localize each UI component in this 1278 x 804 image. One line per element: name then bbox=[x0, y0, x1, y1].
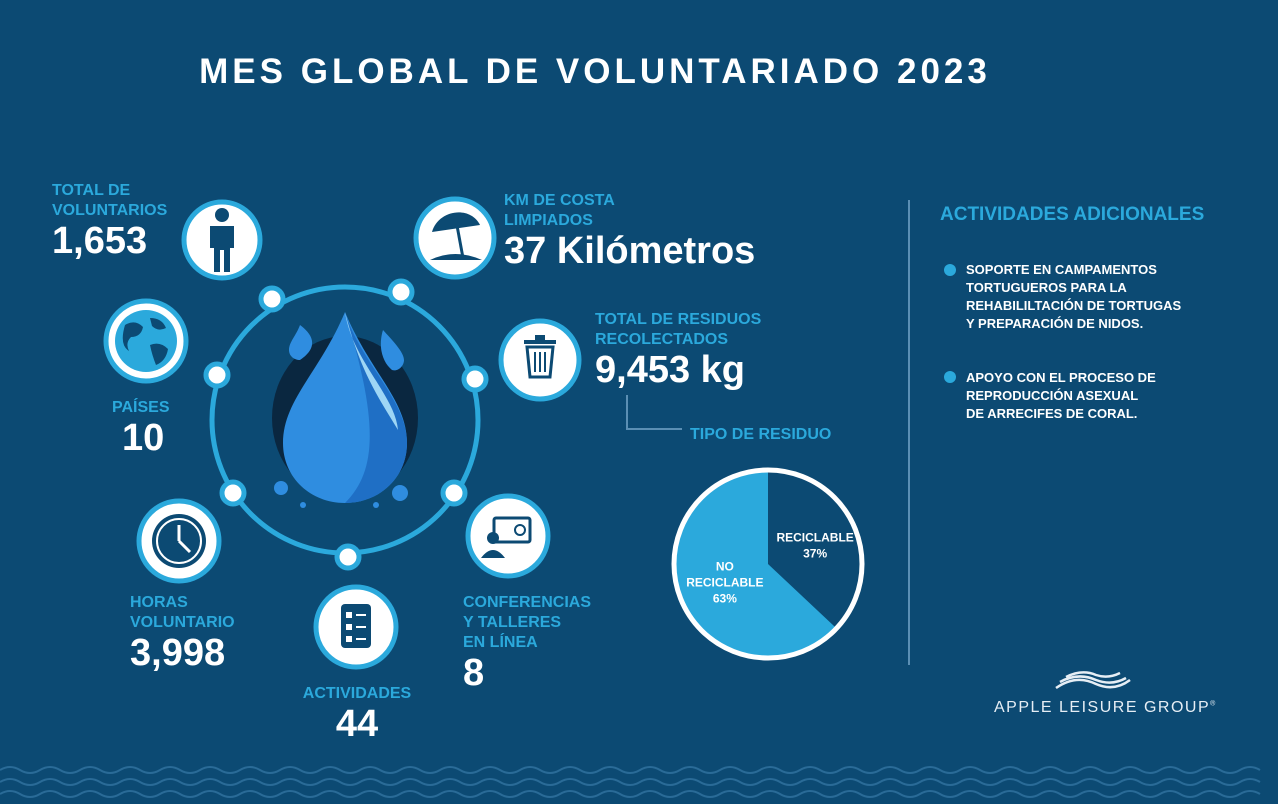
item-line: APOYO CON EL PROCESO DE bbox=[966, 370, 1156, 385]
stat-label: CONFERENCIAS bbox=[463, 594, 592, 611]
stat-actividades: ACTIVIDADES 44 bbox=[296, 684, 418, 744]
stat-conferencias: CONFERENCIAS Y TALLERES EN LÍNEA 8 bbox=[463, 593, 591, 693]
stat-label: VOLUNTARIO bbox=[130, 614, 235, 631]
stat-label: TOTAL DE RESIDUOS bbox=[595, 311, 762, 328]
pie-value-label: 37% bbox=[803, 546, 827, 560]
item-line: Y PREPARACIÓN DE NIDOS. bbox=[966, 316, 1144, 331]
logo-wave-icon bbox=[1055, 671, 1131, 690]
company-logo: APPLE LEISURE GROUP® bbox=[994, 699, 1217, 717]
stat-costa: KM DE COSTA LIMPIADOS 37 Kilómetros bbox=[504, 191, 755, 271]
trash-can-icon bbox=[498, 318, 582, 402]
item-line: DE ARRECIFES DE CORAL. bbox=[966, 406, 1138, 421]
stat-paises: PAÍSES 10 bbox=[112, 398, 170, 458]
additional-item: SOPORTE EN CAMPAMENTOS TORTUGUEROS PARA … bbox=[966, 261, 1181, 333]
stat-label: KM DE COSTA bbox=[504, 192, 615, 209]
chart-connector bbox=[626, 395, 682, 430]
pie-value-label: 63% bbox=[713, 592, 737, 606]
stat-value: 37 Kilómetros bbox=[504, 230, 756, 272]
stat-value: 44 bbox=[335, 703, 379, 745]
stat-label: VOLUNTARIOS bbox=[52, 202, 168, 219]
item-line: TORTUGUEROS PARA LA bbox=[966, 280, 1127, 295]
pie-outline bbox=[671, 467, 865, 661]
stat-value: 10 bbox=[122, 417, 165, 459]
person-icon bbox=[181, 199, 263, 281]
checklist-icon bbox=[313, 584, 399, 670]
pie-slice-reciclable bbox=[768, 470, 862, 629]
stat-value: 3,998 bbox=[130, 632, 226, 674]
stat-value: 9,453 kg bbox=[595, 349, 745, 391]
bullet-icon bbox=[944, 371, 956, 383]
globe-icon bbox=[103, 298, 189, 384]
page-title: MES GLOBAL DE VOLUNTARIADO 2023 bbox=[199, 52, 991, 91]
item-line: REHABILILTACIÓN DE TORTUGAS bbox=[966, 298, 1182, 313]
water-drop-icon bbox=[272, 312, 418, 508]
stat-voluntarios: TOTAL DE VOLUNTARIOS 1,653 bbox=[52, 181, 167, 261]
stat-value: 8 bbox=[463, 652, 485, 694]
stat-residuos: TOTAL DE RESIDUOS RECOLECTADOS 9,453 kg bbox=[595, 310, 761, 390]
online-presentation-icon bbox=[465, 493, 551, 579]
chart-title: TIPO DE RESIDUO bbox=[690, 426, 832, 443]
stat-label: TOTAL DE bbox=[52, 182, 131, 199]
stat-label: EN LÍNEA bbox=[463, 634, 538, 651]
stat-label: RECOLECTADOS bbox=[595, 331, 729, 348]
vertical-divider bbox=[908, 200, 910, 665]
logo-mark: ® bbox=[1210, 700, 1217, 708]
bullet-icon bbox=[944, 264, 956, 276]
stat-label: PAÍSES bbox=[112, 399, 170, 416]
stat-value: 1,653 bbox=[52, 220, 148, 262]
stat-horas: HORAS VOLUNTARIO 3,998 bbox=[130, 593, 235, 673]
logo-text: APPLE LEISURE GROUP bbox=[994, 699, 1211, 716]
pie-category-label: NO bbox=[716, 560, 734, 574]
item-line: REPRODUCCIÓN ASEXUAL bbox=[966, 388, 1139, 403]
ring-nodes bbox=[203, 278, 489, 571]
waste-pie-chart: RECICLABLE 37% NO RECICLABLE 63% bbox=[671, 467, 865, 661]
stat-label: LIMPIADOS bbox=[504, 212, 593, 229]
wave-pattern bbox=[0, 766, 1261, 798]
pie-slice-no-reciclable bbox=[674, 470, 837, 658]
pie-category-label: RECICLABLE bbox=[686, 576, 763, 590]
additional-title: ACTIVIDADES ADICIONALES bbox=[940, 204, 1205, 225]
stat-label: HORAS bbox=[130, 594, 188, 611]
additional-item: APOYO CON EL PROCESO DE REPRODUCCIÓN ASE… bbox=[966, 369, 1156, 423]
beach-umbrella-icon bbox=[413, 196, 497, 280]
stat-label: ACTIVIDADES bbox=[302, 685, 412, 702]
pie-category-label: RECICLABLE bbox=[776, 530, 853, 544]
stat-label: Y TALLERES bbox=[463, 614, 562, 631]
item-line: SOPORTE EN CAMPAMENTOS bbox=[966, 262, 1157, 277]
clock-icon bbox=[136, 498, 222, 584]
